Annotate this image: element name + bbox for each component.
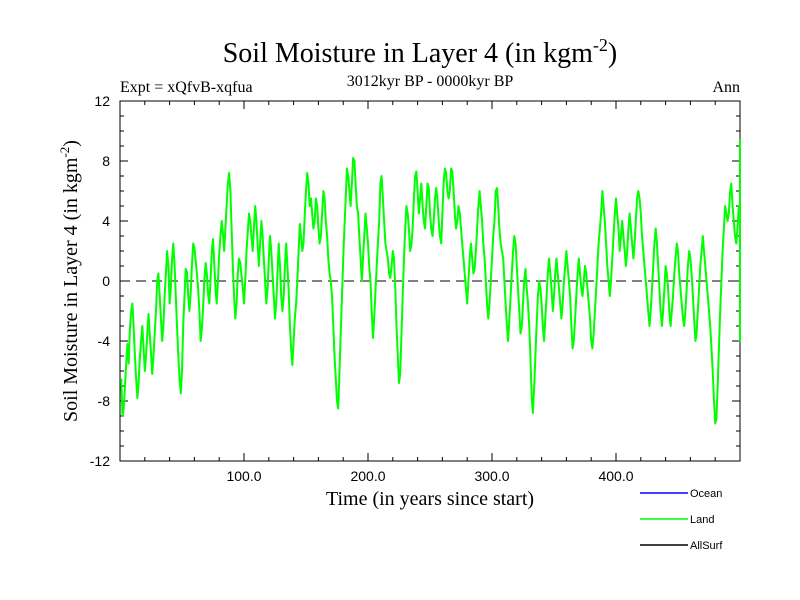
- x-axis: 100.0 200.0 300.0 400.0: [144, 101, 716, 484]
- season-label: Ann: [712, 79, 740, 96]
- legend-label-allsurf: AllSurf: [690, 540, 723, 552]
- x-tick-label: 300.0: [474, 468, 509, 484]
- y-tick-label: 4: [102, 213, 110, 229]
- x-axis-label: Time (in years since start): [326, 488, 534, 510]
- chart-subtitle: 3012kyr BP - 0000kyr BP: [347, 73, 514, 90]
- legend: Ocean Land AllSurf: [640, 488, 723, 552]
- y-tick-label: 8: [102, 153, 110, 169]
- legend-label-ocean: Ocean: [690, 488, 722, 500]
- y-tick-label: -12: [90, 453, 110, 469]
- y-axis-label-exponent: -2: [57, 147, 72, 158]
- chart-title-exponent: -2: [593, 35, 608, 55]
- experiment-label: Expt = xQfvB-xqfua: [120, 79, 253, 96]
- y-tick-label: -8: [98, 393, 111, 409]
- x-tick-label: 200.0: [350, 468, 385, 484]
- y-tick-label: -4: [98, 333, 111, 349]
- x-tick-label: 100.0: [226, 468, 261, 484]
- x-tick-label: 400.0: [598, 468, 633, 484]
- chart-title: Soil Moisture in Layer 4 (in kgm-2): [223, 35, 618, 69]
- y-tick-label: 12: [94, 93, 110, 109]
- series-line-land: [120, 139, 741, 425]
- y-tick-label: 0: [102, 273, 110, 289]
- legend-label-land: Land: [690, 514, 714, 526]
- y-axis-label: Soil Moisture in Layer 4 (in kgm-2): [57, 140, 82, 422]
